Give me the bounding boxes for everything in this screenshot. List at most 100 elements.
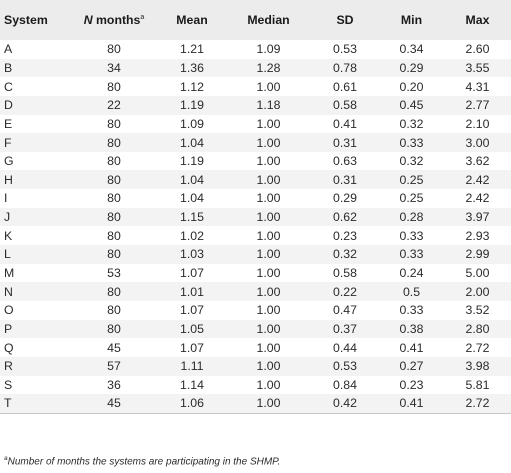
cell-median: 1.28 (256, 60, 281, 75)
cell-sd: 0.61 (333, 79, 357, 94)
cell-max: 3.52 (465, 303, 490, 318)
table-row: G 80 1.19 1.00 0.63 0.32 3.62 (0, 152, 511, 171)
cell-min: 0.33 (399, 228, 424, 243)
cell-sd: 0.23 (333, 228, 357, 243)
table-row: F 80 1.04 1.00 0.31 0.33 3.00 (0, 133, 511, 152)
cell-max: 2.99 (465, 247, 490, 262)
cell-max: 5.00 (465, 266, 490, 280)
cell-max: 5.81 (465, 377, 490, 392)
cell-n-months: 80 (107, 172, 121, 187)
cell-system: H (4, 172, 13, 187)
cell-min: 0.29 (399, 60, 424, 75)
cell-mean: 1.36 (180, 60, 204, 75)
cell-system: K (4, 228, 13, 243)
cell-system: I (4, 191, 8, 206)
cell-median: 1.00 (256, 116, 281, 131)
cell-sd: 0.31 (333, 135, 357, 150)
cell-system: F (4, 135, 12, 150)
cell-median: 1.00 (256, 266, 281, 280)
header-n-rest: months (92, 13, 141, 27)
cell-min: 0.33 (399, 247, 424, 262)
header-max: Max (465, 13, 490, 27)
cell-sd: 0.47 (333, 303, 357, 318)
table-row: D 22 1.19 1.18 0.58 0.45 2.77 (0, 95, 511, 115)
cell-max: 2.93 (465, 228, 490, 243)
cell-sd: 0.58 (333, 266, 357, 280)
cell-min: 0.33 (399, 135, 424, 150)
cell-max: 2.72 (465, 340, 490, 355)
cell-min: 0.38 (399, 321, 424, 336)
cell-median: 1.00 (256, 210, 281, 225)
cell-min: 0.25 (399, 172, 424, 187)
cell-max: 4.31 (465, 79, 490, 94)
cell-median: 1.00 (256, 172, 281, 187)
cell-median: 1.00 (256, 377, 281, 392)
cell-min: 0.32 (399, 154, 424, 169)
table-row: B 34 1.36 1.28 0.78 0.29 3.55 (0, 58, 511, 78)
cell-system: P (4, 321, 13, 336)
table-row: I 80 1.04 1.00 0.29 0.25 2.42 (0, 189, 511, 208)
cell-n-months: 22 (107, 98, 121, 113)
cell-sd: 0.84 (333, 377, 357, 392)
cell-median: 1.00 (256, 396, 281, 411)
table-row: P 80 1.05 1.00 0.37 0.38 2.80 (0, 319, 511, 339)
cell-mean: 1.07 (180, 340, 204, 355)
cell-n-months: 80 (107, 154, 121, 169)
cell-mean: 1.04 (180, 172, 204, 187)
cell-sd: 0.31 (333, 172, 357, 187)
cell-sd: 0.32 (333, 247, 357, 262)
cell-system: G (4, 154, 14, 169)
cell-n-months: 57 (107, 359, 121, 374)
cell-min: 0.27 (399, 359, 424, 374)
header-row: System N monthsa Mean Median SD Min Max (0, 0, 511, 40)
cell-sd: 0.63 (333, 154, 357, 169)
cell-sd: 0.53 (333, 42, 357, 57)
cell-median: 1.00 (256, 303, 281, 318)
table-row: L 80 1.03 1.00 0.32 0.33 2.99 (0, 245, 511, 264)
cell-max: 2.77 (465, 98, 490, 113)
cell-median: 1.00 (256, 191, 281, 206)
cell-max: 2.42 (465, 172, 490, 187)
cell-n-months: 80 (107, 191, 121, 206)
cell-sd: 0.22 (333, 284, 357, 299)
cell-mean: 1.01 (180, 284, 204, 299)
cell-system: Q (4, 340, 14, 355)
header-n-italic: N (83, 13, 93, 27)
cell-mean: 1.04 (180, 191, 204, 206)
cell-system: B (4, 60, 13, 75)
table-row: O 80 1.07 1.00 0.47 0.33 3.52 (0, 301, 511, 320)
header-sd: SD (336, 13, 354, 27)
cell-system: M (4, 266, 15, 280)
cell-n-months: 45 (107, 396, 121, 411)
cell-median: 1.00 (256, 340, 281, 355)
table-row: K 80 1.02 1.00 0.23 0.33 2.93 (0, 226, 511, 245)
cell-n-months: 80 (107, 42, 121, 57)
cell-mean: 1.19 (180, 98, 204, 113)
cell-sd: 0.42 (333, 396, 357, 411)
header-min: Min (400, 13, 423, 27)
cell-system: D (4, 98, 13, 113)
cell-mean: 1.02 (180, 228, 204, 243)
cell-system: A (4, 42, 13, 57)
cell-n-months: 36 (107, 377, 121, 392)
cell-median: 1.00 (256, 247, 281, 262)
header-n-footnote-marker: a (140, 13, 145, 21)
cell-median: 1.00 (256, 359, 281, 374)
cell-n-months: 80 (107, 284, 121, 299)
cell-max: 2.60 (465, 42, 490, 57)
cell-sd: 0.44 (333, 340, 357, 355)
cell-mean: 1.03 (180, 247, 204, 262)
cell-n-months: 80 (107, 247, 121, 262)
cell-min: 0.28 (399, 210, 424, 225)
table-row: M 53 1.07 1.00 0.58 0.24 5.00 (0, 264, 511, 283)
cell-min: 0.33 (399, 303, 424, 318)
cell-min: 0.45 (399, 98, 424, 113)
cell-system: O (4, 303, 14, 318)
cell-median: 1.18 (256, 98, 281, 113)
cell-mean: 1.14 (180, 377, 204, 392)
cell-mean: 1.09 (180, 116, 204, 131)
table-row: R 57 1.11 1.00 0.53 0.27 3.98 (0, 356, 511, 376)
cell-n-months: 80 (107, 116, 121, 131)
cell-system: S (4, 377, 13, 392)
